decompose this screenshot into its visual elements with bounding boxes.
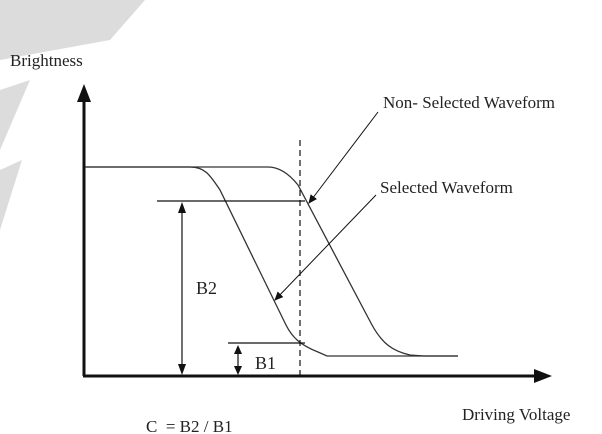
b1-arrow-top xyxy=(234,345,242,354)
x-axis-arrowhead xyxy=(534,369,552,383)
watermark-shape xyxy=(0,0,145,230)
non-selected-waveform-curve xyxy=(85,166,458,357)
x-axis-label: Driving Voltage xyxy=(462,405,570,424)
selected-waveform-label: Selected Waveform xyxy=(380,178,513,197)
b2-label: B2 xyxy=(196,278,217,298)
b2-arrow-top xyxy=(178,202,186,213)
y-axis-label: Brightness xyxy=(10,51,83,70)
selected-callout-arrow xyxy=(274,194,377,301)
non-selected-waveform-label: Non- Selected Waveform xyxy=(383,93,555,112)
selected-waveform-curve xyxy=(85,166,458,357)
contrast-formula: C = B2 / B1 xyxy=(146,417,233,434)
non-selected-callout-arrow xyxy=(308,111,379,204)
b1-arrow-bottom xyxy=(234,366,242,375)
y-axis-arrowhead xyxy=(77,84,91,102)
b1-label: B1 xyxy=(255,353,276,373)
b2-arrow-bottom xyxy=(178,364,186,375)
